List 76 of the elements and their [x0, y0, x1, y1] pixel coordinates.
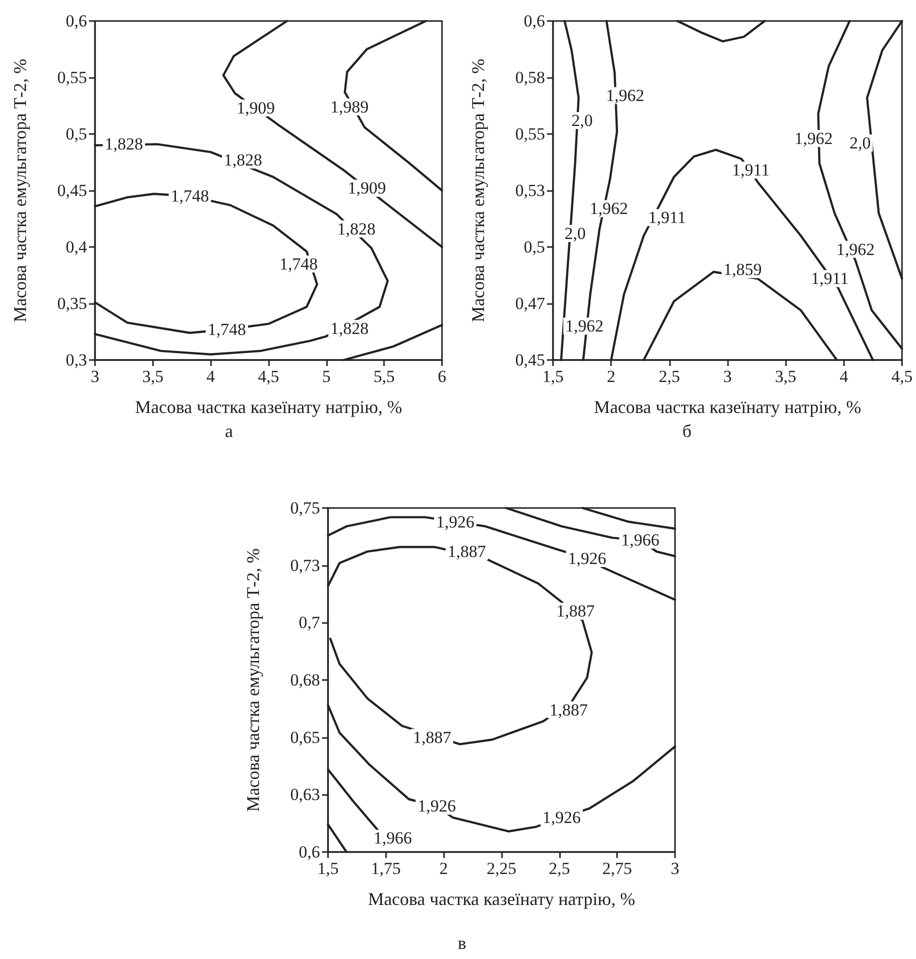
y-tick-label: 0,6 — [524, 12, 545, 30]
x-tick-label: 3,5 — [775, 367, 796, 386]
annotation: 1,911 — [648, 208, 686, 228]
y-tick-label: 0,45 — [515, 350, 545, 370]
y-tick-label: 0,6 — [298, 842, 320, 862]
annotation: 1,962 — [565, 316, 604, 336]
x-tick-label: 2,25 — [486, 859, 516, 878]
y-tick-label: 0,45 — [57, 181, 87, 200]
annotation: 1,909 — [236, 98, 275, 118]
y-tick-label: 0,55 — [515, 124, 545, 144]
y-tick-label: 0,6 — [66, 12, 87, 30]
annotation: 1,911 — [732, 160, 770, 180]
x-tick-label: 2 — [439, 859, 448, 878]
annotation: 1,748 — [279, 254, 318, 274]
x-tick-label: 2,5 — [658, 367, 680, 386]
x-tick-label: 2,5 — [548, 859, 570, 878]
annotation: 1,966 — [374, 828, 412, 848]
y-tick-label: 0,73 — [290, 556, 320, 575]
annotation: 2,0 — [564, 224, 586, 243]
x-tick-label: 2 — [606, 367, 616, 386]
x-tick-label: 3 — [670, 859, 680, 878]
annotation: 1,962 — [606, 86, 644, 106]
x-tick-label: 6 — [438, 367, 446, 386]
y-tick-label: 0,7 — [298, 613, 320, 632]
y-tick-label: 0,63 — [290, 785, 320, 804]
y-tick-label: 0,68 — [290, 670, 320, 690]
x-tick-label: 4 — [206, 367, 216, 386]
x-axis-title: Масова частка казеїнату натрію, % — [134, 397, 402, 417]
annotation: 1,828 — [337, 219, 376, 238]
x-tick-label: 3 — [90, 367, 100, 386]
y-tick-label: 0,58 — [515, 68, 545, 87]
annotation: 1,911 — [811, 269, 849, 288]
y-tick-label: 0,75 — [290, 498, 320, 518]
y-tick-label: 0,35 — [57, 294, 87, 313]
x-tick-label: 3 — [723, 367, 732, 386]
y-tick-label: 0,3 — [66, 350, 87, 370]
y-tick-label: 0,55 — [57, 68, 87, 87]
x-tick-label: 4 — [840, 367, 849, 386]
y-tick-label: 0,47 — [515, 294, 546, 313]
x-tick-label: 5 — [322, 367, 331, 386]
y-tick-label: 0,65 — [290, 728, 320, 747]
annotation: 1,828 — [224, 150, 262, 170]
y-tick-label: 0,53 — [515, 181, 545, 200]
y-tick-label: 0,4 — [66, 238, 88, 256]
y-tick-label: 0,5 — [66, 124, 87, 144]
annotation: 1,887 — [556, 602, 596, 621]
x-tick-label: 2,75 — [602, 859, 632, 878]
annotation: 1,828 — [104, 134, 144, 154]
x-tick-label: 3,5 — [142, 367, 164, 386]
annotation: 1,828 — [330, 318, 369, 338]
x-axis-title: Масова частка казеїнату натрію, % — [368, 889, 636, 909]
annotation: 1,887 — [549, 700, 588, 720]
x-tick-label: 1,5 — [317, 859, 339, 878]
x-tick-label: 4,5 — [891, 367, 913, 386]
annotation: 1,962 — [590, 199, 628, 218]
x-tick-label: 5,5 — [374, 367, 395, 386]
x-axis-title: Масова частка казеїнату натрію, % — [594, 397, 862, 417]
x-tick-label: 4,5 — [258, 367, 280, 386]
y-tick-label: 0,5 — [524, 238, 545, 256]
y-axis-title: Масова частка емульгатора Т-2, % — [10, 58, 30, 322]
annotation: 1,962 — [836, 240, 875, 259]
annotation: 1,909 — [348, 178, 386, 198]
text: б — [682, 421, 692, 441]
annotation: 1,989 — [330, 97, 369, 116]
y-axis-title: Масова частка емульгатора Т-2, % — [468, 58, 488, 322]
annotation: 2,0 — [849, 134, 871, 153]
annotation: 1,859 — [724, 260, 762, 280]
x-tick-label: 1,5 — [542, 367, 564, 386]
annotation: 1,887 — [412, 728, 452, 747]
text: в — [458, 933, 466, 953]
annotation: 1,887 — [448, 542, 486, 562]
x-tick-label: 1,75 — [370, 859, 401, 878]
annotation: 2,0 — [571, 110, 593, 130]
y-axis-title: Масова частка емульгатора Т-2, % — [243, 548, 263, 812]
annotation: 1,962 — [794, 129, 833, 148]
text: а — [225, 421, 233, 441]
